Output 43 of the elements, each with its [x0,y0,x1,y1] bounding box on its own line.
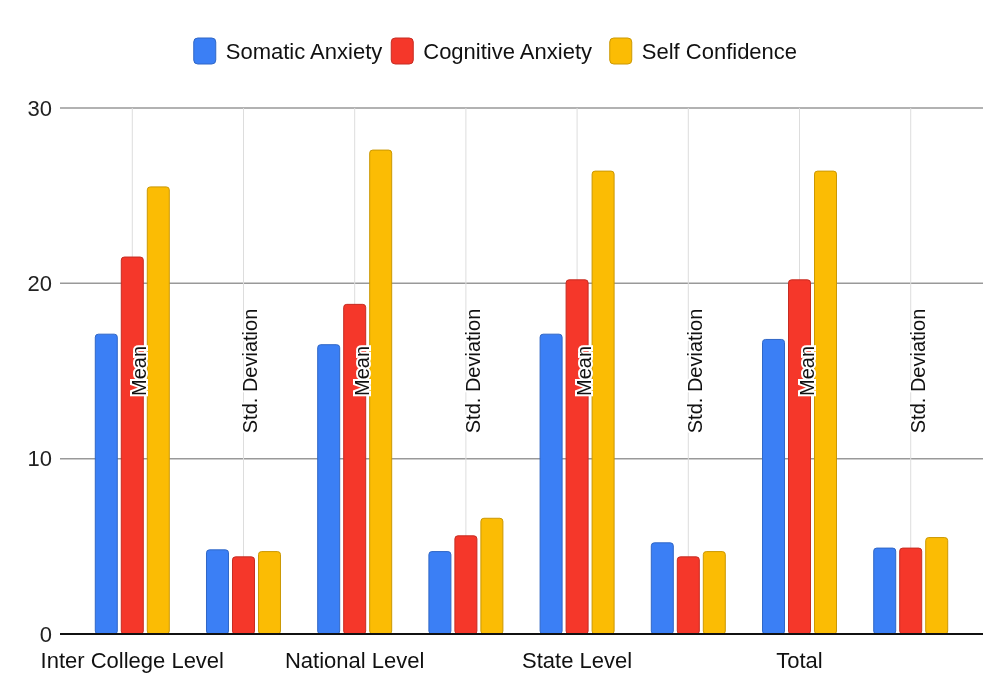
bar [428,551,452,635]
bar [899,547,923,635]
bar [702,551,726,635]
bar [257,551,281,635]
bar [369,149,393,635]
bar [539,333,563,635]
text: State Level [522,648,633,673]
text: National Level [284,648,425,673]
x-tick-label: Std. Deviation [684,308,707,434]
bar [317,344,341,635]
x-tick-label: Std. Deviation [239,308,262,434]
bar [94,333,118,635]
bar [120,256,144,635]
y-tick-label: 20 [27,271,52,297]
bar [873,547,897,635]
x-tick-label: Mean [350,345,373,397]
x-tick-label: Mean [128,345,151,397]
y-tick-label: 30 [27,95,52,121]
y-tick-label: 0 [39,621,52,647]
bar [454,535,478,635]
x-tick-label: Mean [573,345,596,397]
legend-label: Self Confidence [641,38,798,64]
text: Total [776,648,823,673]
bar [565,279,589,635]
bar [205,549,229,635]
bar [650,542,674,635]
bar [676,556,700,635]
bar [480,517,504,635]
bar [591,170,615,635]
text: Inter College Level [40,648,225,673]
x-tick-label: Std. Deviation [461,308,484,434]
legend-label: Somatic Anxiety [225,38,383,64]
bar [146,186,170,635]
legend-label: Cognitive Anxiety [423,38,593,64]
x-tick-label: Std. Deviation [906,308,929,434]
x-tick-label: Mean [795,345,818,397]
bar [788,279,812,635]
bar [762,338,786,635]
bar [343,303,367,635]
bar [925,537,949,635]
bar [231,556,255,635]
bar [814,170,838,635]
y-tick-label: 10 [27,446,52,472]
